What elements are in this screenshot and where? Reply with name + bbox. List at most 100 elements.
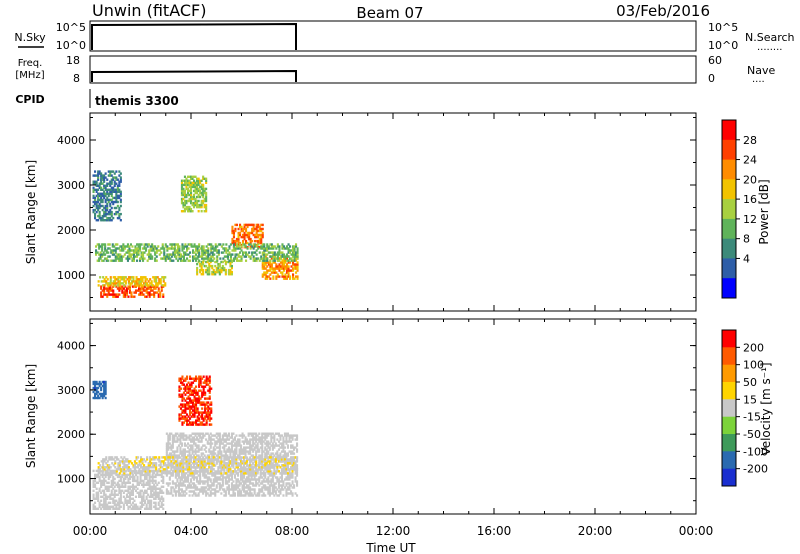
heatmap-cell — [118, 180, 121, 183]
heatmap-cell — [218, 484, 221, 487]
heatmap-cell — [215, 470, 218, 473]
heatmap-cell — [138, 280, 141, 283]
heatmap-cell — [196, 446, 199, 449]
heatmap-cell — [281, 259, 284, 262]
heatmap-cell — [274, 464, 277, 467]
heatmap-cell — [199, 460, 202, 463]
heatmap-cell — [177, 462, 180, 465]
heatmap-cell — [134, 249, 137, 252]
heatmap-cell — [243, 434, 246, 437]
heatmap-cell — [227, 464, 230, 467]
heatmap-cell — [149, 253, 152, 256]
heatmap-cell — [110, 206, 113, 210]
heatmap-cell — [153, 456, 156, 459]
heatmap-cell — [242, 233, 245, 237]
heatmap-cell — [198, 385, 201, 388]
heatmap-cell — [220, 452, 223, 455]
heatmap-cell — [253, 474, 256, 477]
heatmap-cell — [182, 466, 185, 469]
heatmap-cell — [214, 264, 217, 268]
heatmap-cell — [161, 247, 164, 250]
heatmap-cell — [103, 184, 106, 187]
heatmap-cell — [243, 442, 246, 445]
nsky-tick-top: 10^5 — [56, 21, 86, 34]
heatmap-cell — [160, 473, 163, 477]
heatmap-cell — [148, 473, 151, 477]
heatmap-cell — [243, 476, 246, 479]
heatmap-cell — [261, 263, 264, 266]
heatmap-cell — [145, 503, 148, 506]
heatmap-cell — [249, 255, 252, 258]
heatmap-cell — [188, 448, 191, 451]
heatmap-cell — [148, 253, 151, 256]
heatmap-cell — [177, 484, 180, 487]
heatmap-cell — [246, 247, 249, 250]
heatmap-cell — [142, 499, 145, 502]
heatmap-cell — [252, 472, 255, 475]
heatmap-cell — [97, 170, 100, 173]
heatmap-cell — [220, 260, 223, 264]
heatmap-cell — [153, 469, 156, 473]
heatmap-cell — [238, 488, 241, 491]
heatmap-cell — [250, 492, 253, 495]
heatmap-cell — [100, 194, 103, 198]
heatmap-cell — [139, 493, 142, 496]
heatmap-cell — [108, 464, 111, 467]
heatmap-cell — [129, 460, 132, 463]
heatmap-cell — [148, 291, 151, 294]
heatmap-cell — [256, 482, 259, 485]
heatmap-cell — [246, 458, 249, 461]
heatmap-cell — [251, 229, 254, 233]
heatmap-cell — [167, 434, 170, 437]
heatmap-cell — [252, 478, 255, 481]
heatmap-cell — [205, 407, 208, 410]
heatmap-cell — [199, 482, 202, 485]
heatmap-cell — [92, 180, 95, 183]
heatmap-cell — [208, 243, 211, 246]
heatmap-cell — [209, 438, 212, 441]
heatmap-cell — [189, 423, 192, 426]
heatmap-cell — [249, 466, 252, 469]
heatmap-cell — [140, 253, 143, 256]
heatmap-cell — [201, 407, 204, 410]
heatmap-cell — [141, 505, 144, 508]
heatmap-cell — [230, 460, 233, 463]
heatmap-cell — [195, 393, 198, 396]
heatmap-cell — [276, 476, 279, 479]
heatmap-cell — [296, 275, 299, 278]
heatmap-cell — [229, 472, 232, 475]
heatmap-cell — [156, 507, 159, 510]
heatmap-cell — [269, 267, 272, 270]
heatmap-cell — [252, 488, 255, 491]
heatmap-cell — [265, 464, 268, 467]
heatmap-cell — [115, 190, 118, 193]
heatmap-cell — [94, 196, 97, 200]
heatmap-cell — [128, 289, 131, 292]
heatmap-cell — [94, 501, 97, 504]
nsearch-tick-bottom: 10^0 — [708, 39, 738, 52]
heatmap-cell — [138, 464, 141, 467]
heatmap-cell — [217, 472, 220, 475]
heatmap-cell — [240, 446, 243, 449]
heatmap-cell — [155, 278, 158, 281]
heatmap-cell — [115, 473, 118, 477]
heatmap-cell — [291, 444, 294, 447]
heatmap-cell — [149, 257, 152, 260]
heatmap-cell — [190, 444, 193, 447]
heatmap-cell — [232, 466, 235, 469]
heatmap-cell — [158, 458, 161, 461]
heatmap-cell — [157, 497, 160, 500]
heatmap-cell — [92, 390, 95, 394]
heatmap-cell — [120, 468, 123, 471]
heatmap-cell — [112, 464, 115, 467]
heatmap-cell — [204, 417, 207, 420]
heatmap-cell — [192, 393, 195, 396]
heatmap-cell — [92, 483, 95, 486]
heatmap-cell — [104, 493, 107, 496]
heatmap-cell — [162, 503, 165, 506]
heatmap-cell — [260, 235, 263, 239]
heatmap-cell — [95, 507, 98, 510]
heatmap-cell — [234, 223, 237, 227]
heatmap-cell — [285, 494, 288, 497]
heatmap-cell — [206, 432, 209, 435]
